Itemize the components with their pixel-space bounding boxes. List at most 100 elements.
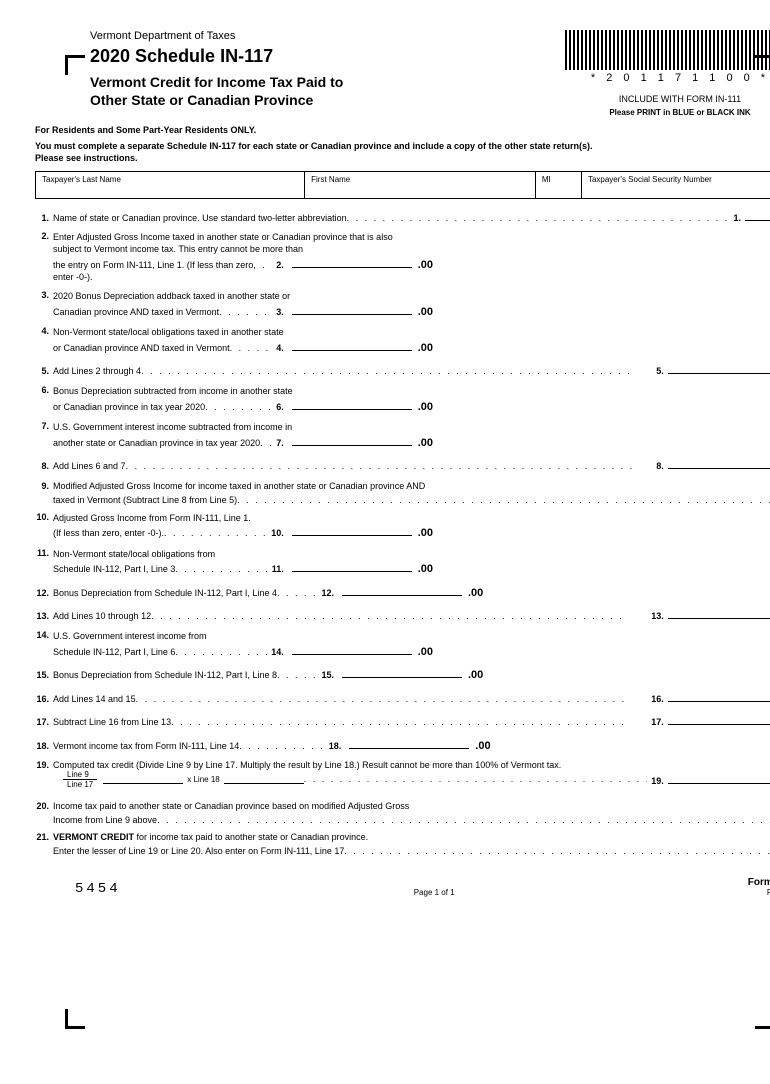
line-7: 7. U.S. Government interest income subtr… (35, 421, 770, 451)
line-19-input[interactable] (668, 772, 770, 784)
line-14-label: 14. (267, 646, 288, 659)
print-instruction: Please PRINT in BLUE or BLACK INK (565, 108, 770, 117)
line-6: 6. Bonus Depreciation subtracted from in… (35, 385, 770, 415)
line-12-suffix: .00 (466, 586, 483, 601)
line-3-input[interactable] (292, 303, 412, 315)
line-2-suffix: .00 (416, 258, 433, 273)
line-1-input[interactable] (745, 211, 770, 221)
line-17: 17. Subtract Line 16 from Line 13 17. .0… (35, 713, 770, 730)
line-21: 21. VERMONT CREDIT for income tax paid t… (35, 832, 770, 857)
line-20-text-b: Income from Line 9 above (53, 815, 157, 825)
firstname-field[interactable]: First Name (305, 172, 536, 199)
line-10-text-a: Adjusted Gross Income from Form IN-111, … (53, 512, 433, 525)
line-14-input[interactable] (292, 643, 412, 655)
line-18-suffix: .00 (473, 739, 490, 754)
line-7-input[interactable] (292, 434, 412, 446)
line-10: 10. Adjusted Gross Income from Form IN-1… (35, 512, 770, 542)
line-2-input[interactable] (292, 256, 412, 268)
dots (171, 716, 627, 729)
dots (347, 212, 730, 225)
line-12-num: 12. (35, 587, 53, 600)
line-15-num: 15. (35, 669, 53, 682)
line-3-text-b: Canadian province AND taxed in Vermont (53, 306, 219, 319)
line-19-mult-input[interactable] (224, 774, 304, 784)
line-14-num: 14. (35, 630, 53, 660)
line-10-input[interactable] (292, 524, 412, 536)
line-6-num: 6. (35, 385, 53, 415)
line-8-label: 8. (652, 460, 668, 473)
form-id-block: Form IN-117 Rev. 10/20 (748, 877, 770, 897)
line-11-input[interactable] (292, 560, 412, 572)
header-right: * 2 0 1 1 7 1 1 0 0 * INCLUDE WITH FORM … (565, 30, 770, 117)
line-11-num: 11. (35, 548, 53, 578)
line-1-num: 1. (35, 212, 53, 225)
form-code: 5454 (35, 881, 121, 897)
footer: 5454 Page 1 of 1 Form IN-117 Rev. 10/20 (35, 877, 770, 897)
line-6-suffix: .00 (416, 400, 433, 415)
line-12-text: Bonus Depreciation from Schedule IN-112,… (53, 587, 277, 600)
line-4-text-b: or Canadian province AND taxed in Vermon… (53, 342, 230, 355)
line-1-label: 1. (729, 212, 745, 225)
line-20: 20. Income tax paid to another state or … (35, 801, 770, 826)
see-instructions: Please see instructions. (35, 153, 770, 163)
line-15: 15. Bonus Depreciation from Schedule IN-… (35, 666, 770, 683)
residents-note: For Residents and Some Part-Year Residen… (35, 125, 770, 135)
line-19-ratio-input[interactable] (103, 774, 183, 784)
line-9-num: 9. (35, 481, 53, 506)
line-10-text-b: (If less than zero, enter -0-). (53, 527, 164, 540)
dots (151, 610, 627, 623)
line-14-text-b: Schedule IN-112, Part I, Line 6 (53, 646, 175, 659)
line-13-text: Add Lines 10 through 12 (53, 610, 151, 623)
mi-field[interactable]: MI (535, 172, 581, 199)
line-17-input[interactable] (668, 713, 770, 725)
line-3-suffix: .00 (416, 305, 433, 320)
line-9-text-a: Modified Adjusted Gross Income for incom… (53, 481, 770, 491)
line-11-text-a: Non-Vermont state/local obligations from (53, 548, 433, 561)
form-rev: Rev. 10/20 (748, 888, 770, 897)
line-19-label: 19. (647, 776, 668, 786)
line-2-text-a: Enter Adjusted Gross Income taxed in ano… (53, 231, 433, 244)
ssn-field[interactable]: Taxpayer's Social Security Number (581, 172, 770, 199)
line-18-input[interactable] (349, 737, 469, 749)
line-15-input[interactable] (342, 666, 462, 678)
fraction-bot: Line 17 (63, 780, 97, 789)
line-10-label: 10. (267, 527, 288, 540)
taxpayer-table: Taxpayer's Last Name First Name MI Taxpa… (35, 171, 770, 199)
line-9: 9. Modified Adjusted Gross Income for in… (35, 481, 770, 506)
line-14: 14. U.S. Government interest income from… (35, 630, 770, 660)
dots (219, 306, 272, 319)
line-3-text-a: 2020 Bonus Depreciation addback taxed in… (53, 290, 433, 303)
line-5-num: 5. (35, 365, 53, 378)
line-14-text-a: U.S. Government interest income from (53, 630, 433, 643)
line-16-input[interactable] (668, 690, 770, 702)
line-15-text: Bonus Depreciation from Schedule IN-112,… (53, 669, 277, 682)
line-2-text-b: subject to Vermont income tax. This entr… (53, 243, 433, 256)
schedule-title: 2020 Schedule IN-117 (90, 46, 343, 67)
line-16: 16. Add Lines 14 and 15 16. .00 (35, 690, 770, 707)
line-18-num: 18. (35, 740, 53, 753)
line-5-input[interactable] (668, 362, 770, 374)
line-9-text-b: taxed in Vermont (Subtract Line 8 from L… (53, 495, 237, 505)
line-21-text-b: for income tax paid to another state or … (134, 832, 368, 842)
line-6-label: 6. (272, 401, 288, 414)
line-4: 4. Non-Vermont state/local obligations t… (35, 326, 770, 356)
line-2-text-c: the entry on Form IN-111, Line 1. (If le… (53, 259, 262, 284)
line-11-text-b: Schedule IN-112, Part I, Line 3 (53, 563, 175, 576)
line-20-num: 20. (35, 801, 53, 826)
fraction-top: Line 9 (63, 770, 97, 780)
line-6-input[interactable] (292, 398, 412, 410)
line-12-input[interactable] (342, 584, 462, 596)
line-13-label: 13. (647, 610, 668, 623)
line-20-text-a: Income tax paid to another state or Cana… (53, 801, 770, 811)
dots (260, 437, 272, 450)
line-4-input[interactable] (292, 339, 412, 351)
dots (141, 365, 632, 378)
credit-title-1: Vermont Credit for Income Tax Paid to (90, 73, 343, 91)
line-13-input[interactable] (668, 607, 770, 619)
dots (175, 646, 267, 659)
line-8-input[interactable] (668, 457, 770, 469)
line-17-num: 17. (35, 716, 53, 729)
line-21-text-a: VERMONT CREDIT (53, 832, 134, 842)
credit-title-2: Other State or Canadian Province (90, 91, 343, 109)
lastname-field[interactable]: Taxpayer's Last Name (36, 172, 305, 199)
